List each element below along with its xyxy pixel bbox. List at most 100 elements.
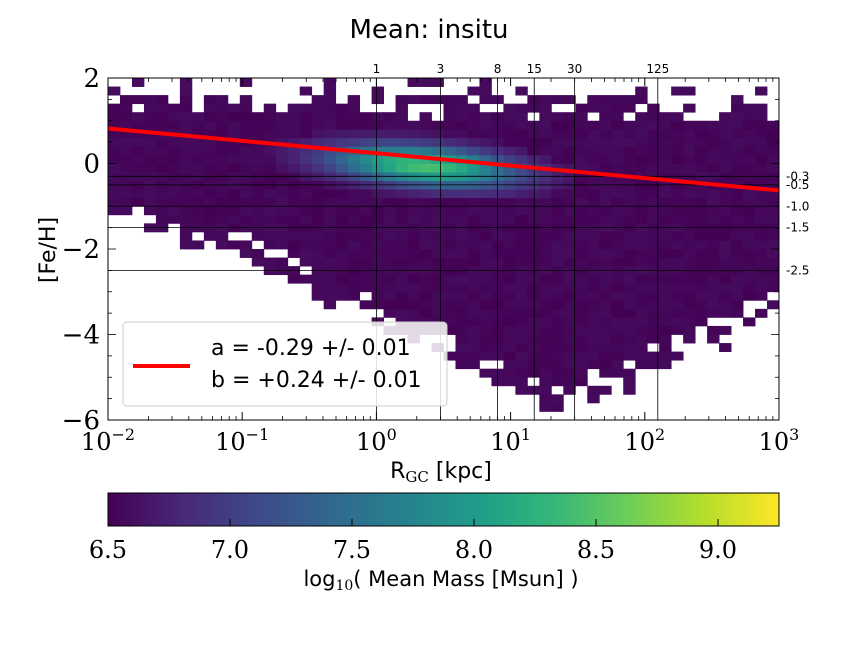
heatmap-cell <box>587 394 600 404</box>
heatmap-cell <box>179 214 193 224</box>
heatmap-cell <box>323 78 337 87</box>
heatmap-cell <box>707 257 720 267</box>
heatmap-cell <box>239 120 253 130</box>
heatmap-cell <box>563 274 576 284</box>
heatmap-cell <box>203 197 217 207</box>
heatmap-cell <box>431 283 444 293</box>
heatmap-cell <box>719 189 732 199</box>
heatmap-cell <box>707 197 720 207</box>
heatmap-cell <box>635 300 648 310</box>
heatmap-cell <box>359 120 373 130</box>
heatmap-cell <box>671 206 684 216</box>
heatmap-cell <box>203 154 217 164</box>
heatmap-cell <box>707 146 720 156</box>
heatmap-cell <box>179 78 193 87</box>
heatmap-cell <box>323 137 337 147</box>
heatmap-cell <box>155 214 169 224</box>
heatmap-cell <box>383 249 396 258</box>
heatmap-cell <box>131 189 145 199</box>
heatmap-cell <box>551 95 564 105</box>
heatmap-cell <box>227 120 241 130</box>
heatmap-cell <box>623 240 636 250</box>
heatmap-cell <box>515 240 528 250</box>
heatmap-cell <box>659 257 672 267</box>
heatmap-cell <box>527 385 540 395</box>
heatmap-cell <box>755 249 768 258</box>
heatmap-cell <box>431 120 444 130</box>
heatmap-cell <box>599 257 612 267</box>
heatmap-cell <box>395 120 408 130</box>
heatmap-cell <box>515 189 528 199</box>
heatmap-cell <box>323 300 337 310</box>
heatmap-cell <box>431 291 444 301</box>
heatmap-cell <box>347 189 361 199</box>
heatmap-cell <box>131 163 145 173</box>
heatmap-cell <box>347 291 361 301</box>
heatmap-cell <box>623 368 636 378</box>
heatmap-cell <box>263 257 277 267</box>
heatmap-cell <box>551 129 564 139</box>
heatmap-cell <box>383 129 396 139</box>
heatmap-cell <box>551 214 564 224</box>
heatmap-cell <box>611 360 624 370</box>
heatmap-cell <box>539 214 552 224</box>
heatmap-cell <box>443 112 456 122</box>
heatmap-cell <box>707 249 720 258</box>
heatmap-cell <box>563 231 576 241</box>
heatmap-cell <box>611 146 624 156</box>
heatmap-cell <box>611 283 624 293</box>
heatmap-cell <box>455 129 468 139</box>
heatmap-cell <box>311 257 325 267</box>
heatmap-cell <box>179 231 193 241</box>
heatmap-cell <box>467 351 480 361</box>
heatmap-cell <box>371 95 384 105</box>
heatmap-cell <box>419 197 432 207</box>
heatmap-cell <box>431 206 444 216</box>
heatmap-cell <box>611 368 624 378</box>
heatmap-cell <box>455 283 468 293</box>
heatmap-cell <box>383 308 396 318</box>
heatmap-cell <box>659 197 672 207</box>
heatmap-cell <box>407 300 420 310</box>
heatmap-cell <box>707 325 720 335</box>
heatmap-cell <box>371 257 384 267</box>
heatmap-cell <box>431 274 444 284</box>
heatmap-cell <box>275 137 289 147</box>
heatmap-cell <box>539 274 552 284</box>
heatmap-cell <box>575 317 588 327</box>
heatmap-cell <box>563 112 576 122</box>
heatmap-cell <box>383 231 396 241</box>
heatmap-cell <box>263 163 277 173</box>
heatmap-cell <box>119 189 133 199</box>
heatmap-cell <box>563 325 576 335</box>
heatmap-cell <box>695 206 708 216</box>
heatmap-cell <box>455 334 468 344</box>
heatmap-cell <box>503 197 516 207</box>
heatmap-cell <box>683 283 696 293</box>
heatmap-cell <box>395 112 408 122</box>
heatmap-cell <box>419 146 432 156</box>
heatmap-cell <box>719 291 732 301</box>
heatmap-cell <box>443 120 456 130</box>
heatmap-cell <box>767 300 779 310</box>
heatmap-cell <box>263 231 277 241</box>
heatmap-cell <box>455 206 468 216</box>
heatmap-cell <box>503 343 516 352</box>
heatmap-cell <box>359 231 373 241</box>
heatmap-cell <box>563 385 576 395</box>
heatmap-cell <box>563 317 576 327</box>
heatmap-cell <box>623 351 636 361</box>
heatmap-cell <box>311 274 325 284</box>
heatmap-cell <box>311 154 325 164</box>
heatmap-cell <box>143 163 157 173</box>
heatmap-cell <box>575 197 588 207</box>
heatmap-cell <box>539 360 552 370</box>
heatmap-cell <box>215 137 229 147</box>
heatmap-cell <box>299 129 313 139</box>
heatmap-cell <box>683 334 696 344</box>
heatmap-cell <box>323 112 337 122</box>
heatmap-cell <box>551 343 564 352</box>
heatmap-cell <box>539 317 552 327</box>
heatmap-cell <box>108 129 121 139</box>
heatmap-cell <box>671 291 684 301</box>
